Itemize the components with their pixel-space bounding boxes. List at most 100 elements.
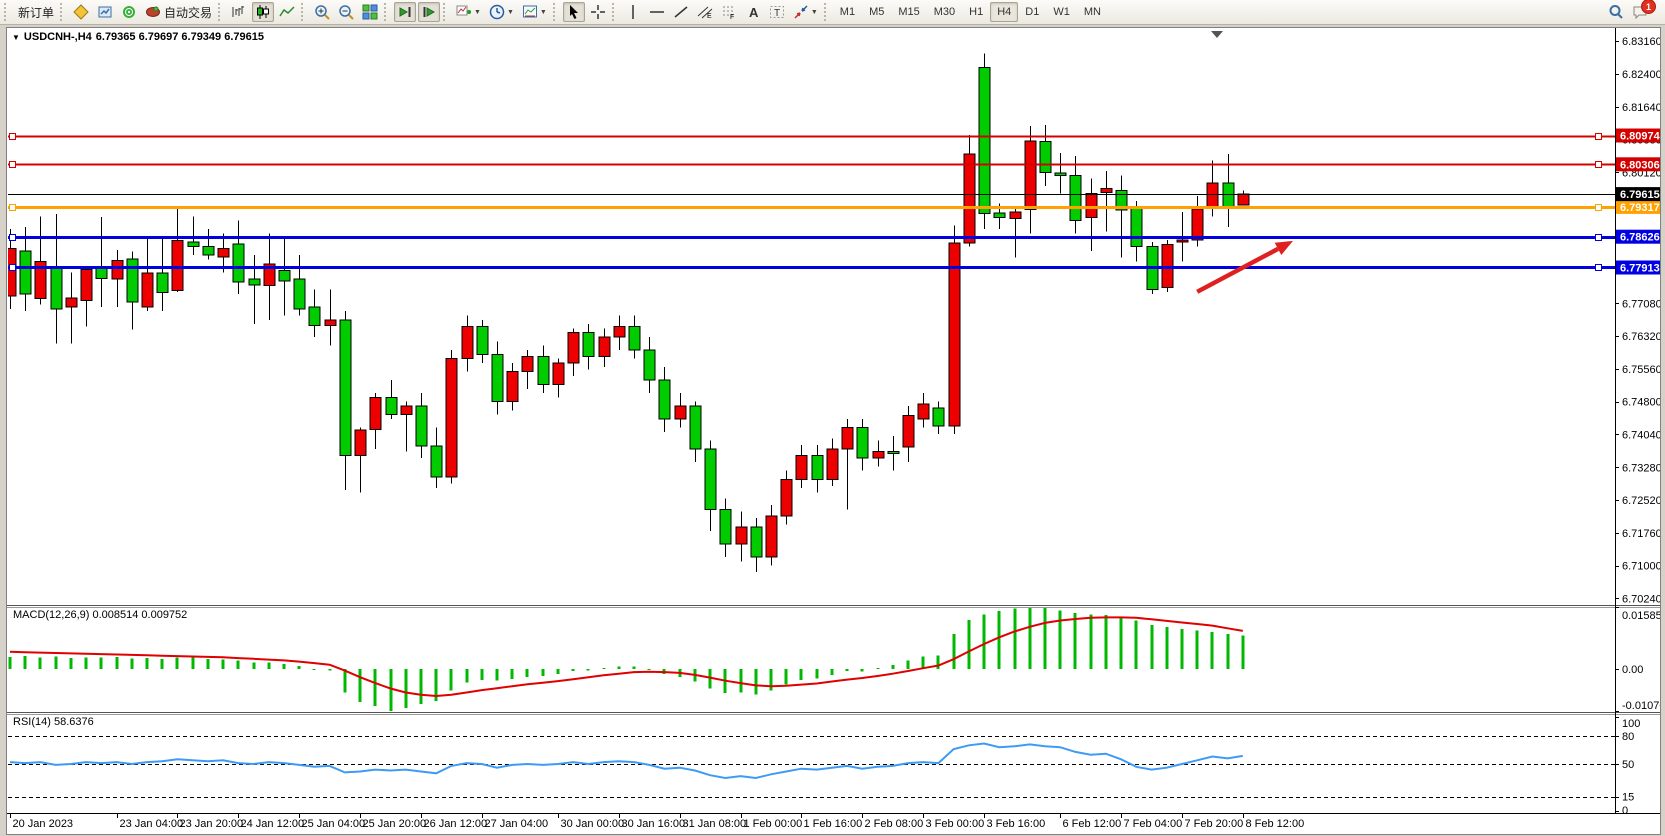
cursor-icon <box>569 5 578 19</box>
svg-text:2 Feb 08:00: 2 Feb 08:00 <box>865 818 924 830</box>
fibo-icon: F <box>722 6 735 20</box>
price-line-6.80306[interactable] <box>8 161 1615 168</box>
axis-label-6.80974: 6.80974 <box>1616 128 1660 143</box>
signals-icon <box>123 6 136 18</box>
svg-text:23 Jan 20:00: 23 Jan 20:00 <box>180 818 244 830</box>
chart-canvas[interactable]: 6.831606.824006.816406.808806.801206.793… <box>7 28 1660 834</box>
template-icon <box>522 5 537 18</box>
svg-text:31 Jan 08:00: 31 Jan 08:00 <box>683 818 747 830</box>
price-line-6.79317[interactable] <box>8 204 1615 211</box>
autotrading-button[interactable]: 自动交易 <box>142 2 215 22</box>
chart-menu-icon[interactable]: ▼ <box>12 32 20 42</box>
templates-button[interactable]: ▼ <box>519 2 550 22</box>
labelT-icon: T <box>769 6 784 19</box>
text-button[interactable]: A <box>742 2 764 22</box>
notifications-button[interactable]: 1 <box>1629 0 1656 22</box>
timeframe-w1[interactable]: W1 <box>1053 6 1070 18</box>
zoom-out-button[interactable] <box>335 2 357 22</box>
periods-button[interactable]: ▼ <box>486 2 517 22</box>
price-line-6.77913[interactable] <box>8 264 1615 271</box>
svg-text:50: 50 <box>1622 759 1634 771</box>
new-order-button[interactable]: 新订单 <box>18 5 55 20</box>
svg-text:6.83160: 6.83160 <box>1622 36 1660 48</box>
autotrade-icon <box>146 6 161 17</box>
timeframe-h4[interactable]: H4 <box>990 2 1019 22</box>
equidistant-channel-button[interactable]: E <box>694 2 716 22</box>
diamond-icon <box>73 4 89 20</box>
svg-text:24 Jan 12:00: 24 Jan 12:00 <box>241 818 305 830</box>
chart-window: 6.831606.824006.816406.808806.801206.793… <box>6 27 1661 835</box>
line-icon <box>279 6 295 17</box>
candlestick-mode-button[interactable] <box>252 2 275 22</box>
toolbar-grip <box>443 3 450 21</box>
line-chart-mode-button[interactable] <box>276 2 298 22</box>
svg-text:E: E <box>707 13 712 20</box>
horizontal-line-button[interactable] <box>646 2 668 22</box>
signals-button[interactable] <box>118 2 140 22</box>
timeframe-m1[interactable]: M1 <box>839 6 856 18</box>
svg-text:3 Feb 00:00: 3 Feb 00:00 <box>926 818 985 830</box>
svg-text:0.00: 0.00 <box>1622 664 1643 676</box>
candles-icon <box>257 5 270 19</box>
svg-text:7 Feb 04:00: 7 Feb 04:00 <box>1124 818 1183 830</box>
vertical-line-button[interactable] <box>622 2 644 22</box>
bar-chart-mode-button[interactable] <box>228 2 250 22</box>
tile-windows-button[interactable] <box>359 2 381 22</box>
search-button[interactable] <box>1605 2 1627 22</box>
svg-text:6.76320: 6.76320 <box>1622 331 1660 343</box>
profiles-button[interactable] <box>94 2 116 22</box>
fibonacci-button[interactable]: F <box>718 2 740 22</box>
zoom-in-button[interactable] <box>311 2 333 22</box>
timeframe-m5[interactable]: M5 <box>869 6 885 18</box>
toolbar-grip <box>384 3 391 21</box>
rsi-line <box>9 742 1243 780</box>
shift-marker-icon[interactable] <box>1211 31 1223 38</box>
svg-text:-0.01076: -0.01076 <box>1622 700 1660 712</box>
arrows-button[interactable]: ▼ <box>790 2 821 22</box>
svg-text:30 Jan 16:00: 30 Jan 16:00 <box>622 818 686 830</box>
svg-text:6.79317: 6.79317 <box>1620 202 1660 214</box>
crosshair-button[interactable] <box>587 2 609 22</box>
autoscroll-icon <box>399 7 411 17</box>
hline-icon <box>649 11 664 13</box>
svg-text:27 Jan 04:00: 27 Jan 04:00 <box>485 818 549 830</box>
indicators-button[interactable]: ▼ <box>453 2 484 22</box>
macd-histogram <box>8 607 1245 711</box>
chart-title-quote: 6.79365 6.79697 6.79349 6.79615 <box>95 31 264 43</box>
trend-arrow[interactable] <box>1196 240 1293 294</box>
macd-signal-line <box>9 616 1243 698</box>
trendline-button[interactable] <box>670 2 692 22</box>
profiles-icon <box>98 6 112 18</box>
timeframe-m15[interactable]: M15 <box>898 6 920 18</box>
svg-text:6.79615: 6.79615 <box>1620 189 1660 201</box>
toolbar-grip <box>218 3 225 21</box>
svg-text:6.81640: 6.81640 <box>1622 102 1660 114</box>
toolbar-grip <box>823 3 831 21</box>
svg-text:7 Feb 20:00: 7 Feb 20:00 <box>1185 818 1244 830</box>
svg-text:1 Feb 16:00: 1 Feb 16:00 <box>804 818 863 830</box>
timeframe-m30[interactable]: M30 <box>933 6 956 18</box>
svg-text:6.78626: 6.78626 <box>1620 232 1660 244</box>
price-line-6.80974[interactable] <box>8 133 1615 140</box>
svg-text:25 Jan 20:00: 25 Jan 20:00 <box>363 818 427 830</box>
macd-label: MACD(12,26,9) 0.008514 0.009752 <box>13 609 188 621</box>
chart-shift-button[interactable] <box>418 2 441 22</box>
svg-text:6.74040: 6.74040 <box>1622 430 1660 442</box>
timeframe-d1[interactable]: D1 <box>1025 6 1040 18</box>
timeframe-h1[interactable]: H1 <box>969 6 984 18</box>
cursor-button[interactable] <box>562 2 585 22</box>
current-price-label: 6.79615 <box>1616 187 1660 202</box>
timeframe-mn[interactable]: MN <box>1083 6 1101 18</box>
vline-icon <box>632 5 634 19</box>
auto-scroll-button[interactable] <box>394 2 417 22</box>
price-line-6.78626[interactable] <box>8 234 1615 241</box>
main-toolbar: 新订单 自动交易 ▼ ▼ ▼ E F A T ▼ M1 M5 M15 M30 H1 H4 D1 W1 MN 1 <box>0 0 1665 25</box>
text-label-button[interactable]: T <box>766 2 788 22</box>
axis-label-6.78626: 6.78626 <box>1616 229 1660 244</box>
svg-text:6.72520: 6.72520 <box>1622 495 1660 507</box>
charts-button[interactable] <box>70 2 92 22</box>
chart-title: ▼ USDCNH-,H4 6.79365 6.79697 6.79349 6.7… <box>12 31 264 43</box>
price-axis[interactable]: 6.831606.824006.816406.808806.801206.793… <box>1615 36 1660 817</box>
